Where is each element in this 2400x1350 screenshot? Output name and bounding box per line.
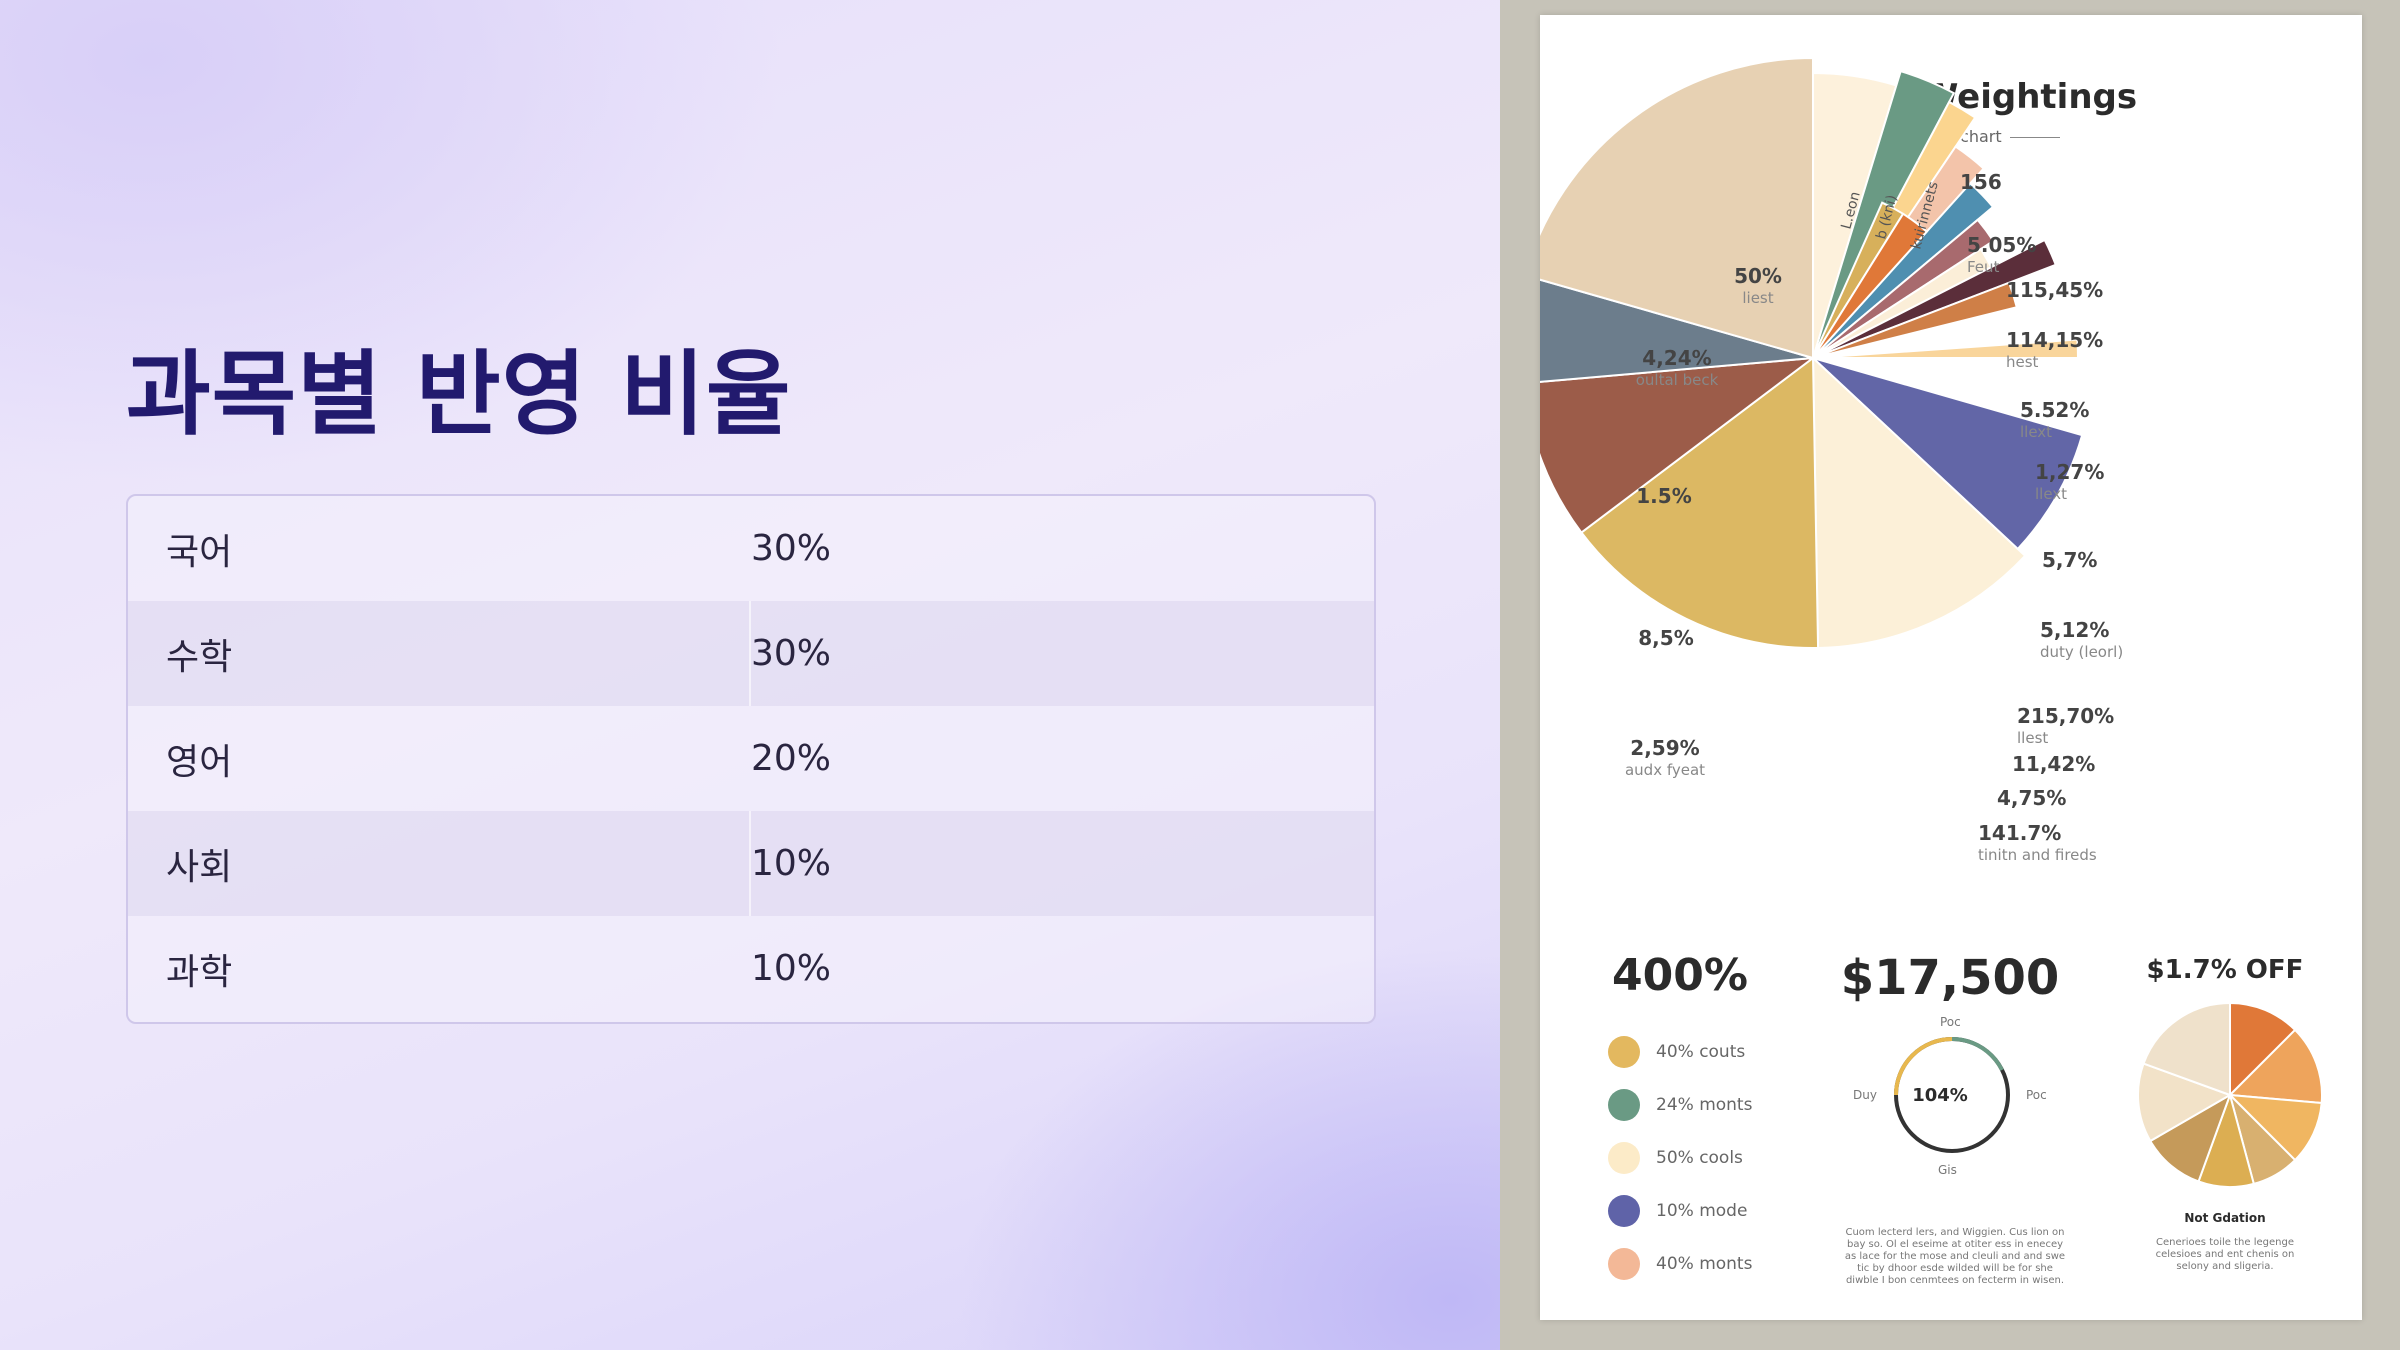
pie-slice: [1540, 56, 1814, 360]
subject-cell: 수학: [128, 601, 751, 706]
pie-label-value: 1,27%: [2035, 460, 2104, 484]
pie-label-value: 2,59%: [1630, 736, 1699, 760]
pie-label-value: 141.7%: [1978, 821, 2061, 845]
pie-label-value: 5.05%: [1967, 233, 2036, 257]
pie-label-sub: liest: [1742, 289, 1773, 307]
pie-label-sub: llext: [2035, 485, 2067, 503]
pie-label-value: 1.5%: [1636, 484, 1691, 508]
value-cell: 10%: [751, 843, 832, 884]
pie-slice: [1812, 357, 2084, 551]
slide-title: 과목별 반영 비율: [126, 341, 792, 448]
mini-pie-slice: [2137, 1062, 2233, 1143]
legend-swatch: [1608, 1035, 1640, 1068]
pie-label-sub: oultal beck: [1636, 371, 1719, 389]
mini-pie-slice: [2227, 1028, 2323, 1105]
pie-slice: [1812, 212, 1929, 359]
gauge-bottom-label: Gis: [1938, 1163, 1957, 1177]
mini-pie-slice: [2229, 1001, 2297, 1098]
table-row: 영어 20%: [128, 706, 1374, 811]
pie-label-value: 114,15%: [2006, 328, 2103, 352]
weight-table: 국어 30% 수학 30% 영어 20% 사회 10% 과학 10%: [126, 494, 1376, 1024]
legend-label: 10% mode: [1656, 1200, 1748, 1221]
pie-label-sub: tinitn and fireds: [1978, 846, 2097, 864]
stat-percent: 400%: [1612, 950, 1748, 1001]
value-cell: 30%: [751, 528, 832, 569]
pie-label-value: 4,75%: [1997, 786, 2066, 810]
pie-label-value: 11,42%: [2012, 752, 2095, 776]
gauge-arc-green: [1951, 1037, 2004, 1071]
legend-swatch: [1608, 1141, 1640, 1174]
subject-cell: 국어: [166, 531, 233, 573]
pie-label-value: 5.52%: [2020, 398, 2089, 422]
subtitle-rule-right: [2010, 137, 2060, 138]
legend-swatch: [1608, 1194, 1640, 1227]
legend-swatch: [1608, 1247, 1640, 1280]
pie-slice: [1540, 356, 1817, 534]
subject-cell: 과학: [166, 951, 233, 993]
mini-pie-slice: [2142, 1001, 2231, 1097]
legend-item: 24% monts: [1608, 1078, 1752, 1131]
pie-slice: [1812, 238, 2058, 359]
gauge-right-label: Poc: [2026, 1088, 2047, 1102]
pie-slice: [1540, 278, 1814, 383]
pie-slice: [1579, 356, 1820, 649]
poster-legend: 40% couts 24% monts 50% cools 10% mode 4…: [1608, 1025, 1752, 1290]
subject-cell: 영어: [166, 741, 233, 783]
gauge-top-label: Poc: [1940, 1015, 1961, 1029]
table-row: 과학 10%: [128, 916, 1374, 1021]
stat-price: $17,500: [1840, 950, 2060, 1006]
gauge-center-value: 104%: [1912, 1085, 1968, 1106]
legend-item: 40% couts: [1608, 1025, 1752, 1078]
pie-label-value: 215,70%: [2017, 704, 2114, 728]
value-cell: 30%: [751, 633, 832, 674]
mini-pie-caption: Not Gdation: [2184, 1211, 2266, 1225]
image-frame: Subject Weightings Pirs ler chart 50%lie…: [1500, 0, 2400, 1350]
pie-label-value: 115,45%: [2006, 278, 2103, 302]
legend-item: 40% monts: [1608, 1237, 1752, 1290]
gauge-arc: [1894, 1037, 1953, 1096]
value-cell: 10%: [751, 948, 832, 989]
pie-slice: [1812, 218, 1995, 359]
pie-label-sub: llext: [2020, 423, 2052, 441]
mini-pie-slice: [2227, 1093, 2323, 1162]
pie-label-value: 5,7%: [2042, 548, 2097, 572]
pie-label-value: 50%: [1734, 264, 1782, 288]
pie-slice: [1812, 281, 2018, 359]
subject-cell: 사회: [128, 811, 751, 916]
pie-label-value: 8,5%: [1638, 626, 1693, 650]
pie-label-sub: duty (leorl): [2040, 643, 2123, 661]
pie-slice: [1811, 355, 2027, 649]
pie-label-sub: llest: [2017, 729, 2048, 747]
note-center: Cuom lecterd lers, and Wiggien. Cus lion…: [1844, 1227, 2066, 1286]
pie-label-sub: Feut: [1967, 258, 2000, 276]
gauge-left-label: Duy: [1853, 1088, 1877, 1102]
stat-discount: $1.7% OFF: [2146, 955, 2304, 985]
legend-label: 50% cools: [1656, 1147, 1743, 1168]
slide-panel: 과목별 반영 비율 국어 30% 수학 30% 영어 20% 사회 10% 과학…: [0, 0, 1500, 1350]
table-row: 수학 30%: [128, 601, 1374, 706]
pie-label-value: 4,24%: [1642, 346, 1711, 370]
legend-label: 40% couts: [1656, 1041, 1746, 1062]
note-right: Cenerioes toile the legenge celesioes an…: [2155, 1237, 2295, 1272]
mini-pie-slice: [2148, 1092, 2232, 1183]
legend-item: 10% mode: [1608, 1184, 1752, 1237]
pie-chart-graphic: 50%liest 4,24%oultal beck 1.5% 8,5% 2,59%aud…: [1540, 56, 2323, 1188]
legend-label: 24% monts: [1656, 1094, 1753, 1115]
legend-item: 50% cools: [1608, 1131, 1752, 1184]
table-row: 국어 30%: [128, 496, 1374, 601]
pie-label-sub: audx fyeat: [1625, 761, 1705, 779]
pie-label-sub: hest: [2006, 353, 2039, 371]
pie-slice: [1812, 181, 1995, 359]
pie-label-value: 5,12%: [2040, 618, 2109, 642]
legend-swatch: [1608, 1088, 1640, 1121]
pie-slice: [1812, 338, 2080, 359]
legend-label: 40% monts: [1656, 1253, 1753, 1274]
table-row: 사회 10%: [128, 811, 1374, 916]
pie-label-value: 156: [1960, 170, 2002, 194]
value-cell: 20%: [751, 738, 832, 779]
infographic-poster: Subject Weightings Pirs ler chart 50%lie…: [1540, 15, 2362, 1320]
